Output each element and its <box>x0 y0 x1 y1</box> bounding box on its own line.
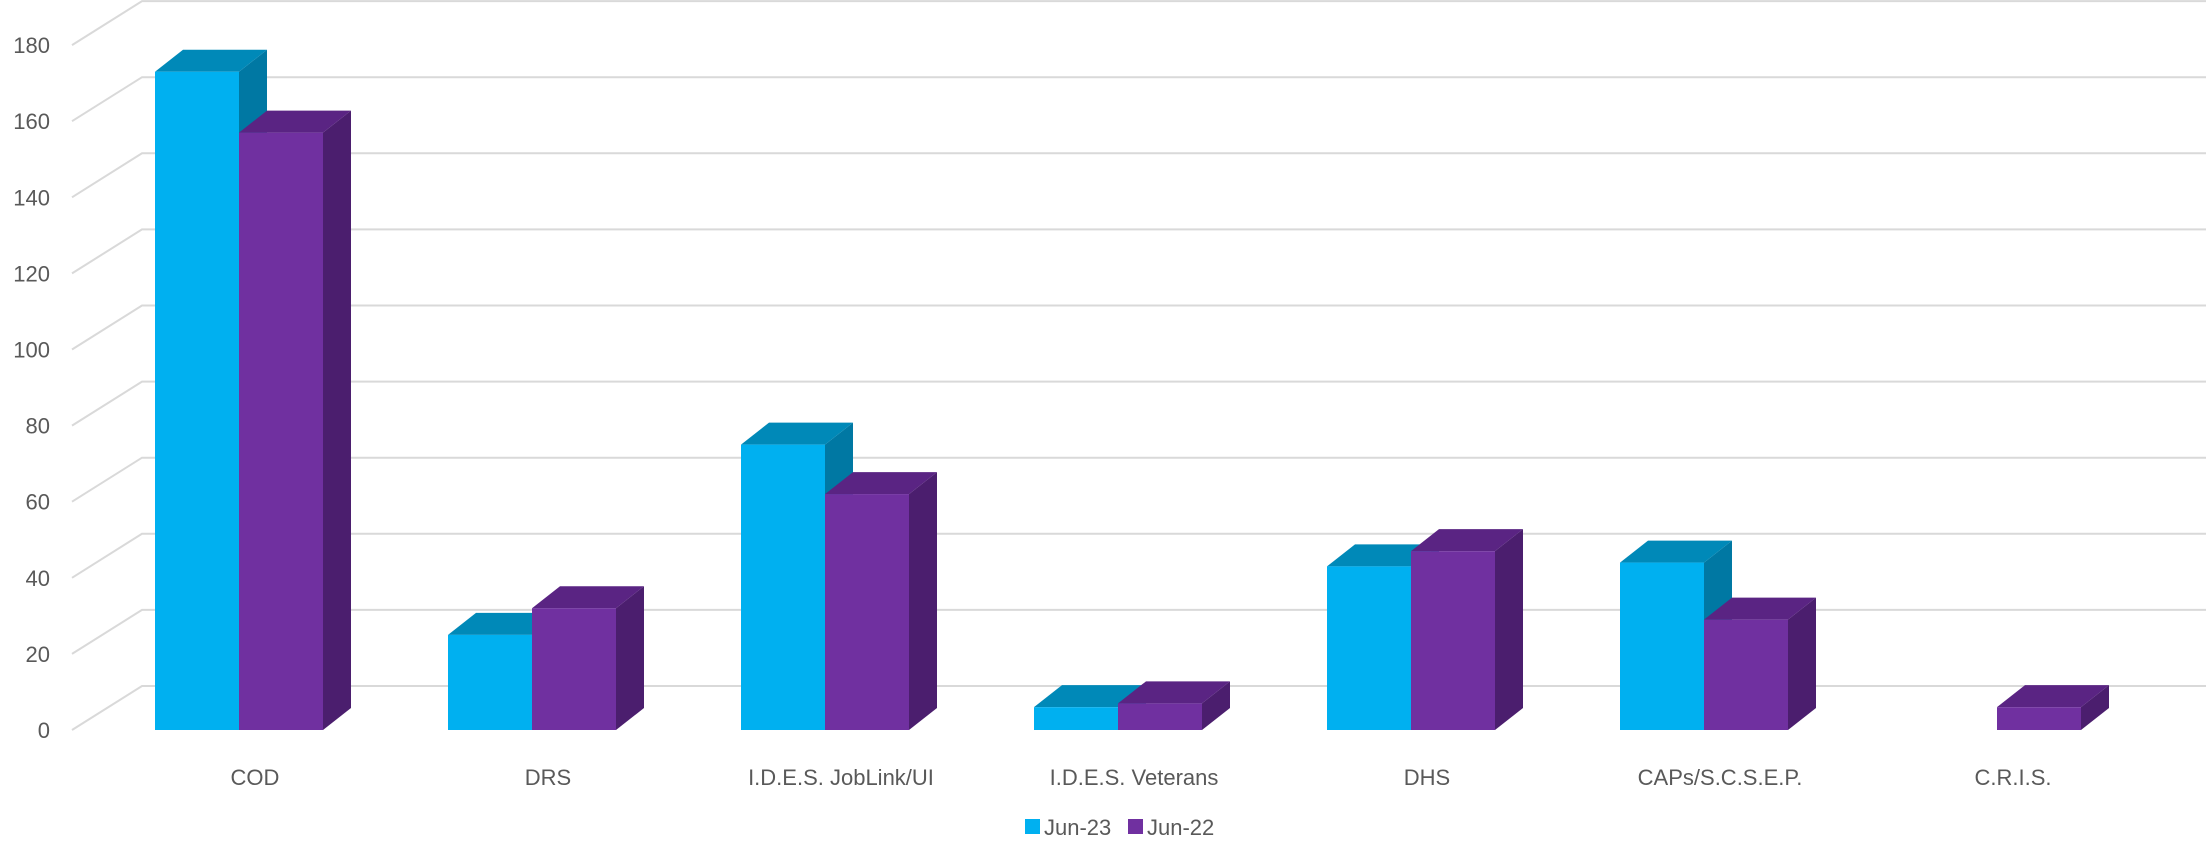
y-tick-label: 180 <box>13 33 50 58</box>
bar <box>825 472 937 730</box>
gridline <box>71 608 2206 655</box>
gridline <box>71 0 2206 46</box>
gridline <box>71 532 2206 579</box>
legend-swatch <box>1025 819 1040 834</box>
legend-swatch <box>1128 819 1143 834</box>
x-category-label: I.D.E.S. Veterans <box>1050 765 1219 790</box>
bar <box>1118 681 1230 730</box>
legend-label: Jun-22 <box>1147 815 1214 840</box>
x-category-label: CAPs/S.C.S.E.P. <box>1638 765 1803 790</box>
gridline <box>71 304 2206 351</box>
gridline <box>71 76 2206 123</box>
bar <box>1411 529 1523 730</box>
y-tick-label: 120 <box>13 261 50 286</box>
legend-item: Jun-22 <box>1128 815 1214 840</box>
gridline <box>71 456 2206 503</box>
bars <box>155 49 2109 731</box>
gridline <box>71 380 2206 427</box>
x-category-label: I.D.E.S. JobLink/UI <box>748 765 934 790</box>
legend-label: Jun-23 <box>1044 815 1111 840</box>
x-category-label: DRS <box>525 765 571 790</box>
y-tick-label: 80 <box>26 414 50 439</box>
y-tick-label: 60 <box>26 490 50 515</box>
gridlines <box>71 0 2206 731</box>
x-axis-categories: COD DRS I.D.E.S. JobLink/UI I.D.E.S. Vetera… <box>231 765 2052 790</box>
y-axis-ticks: 0 20 40 60 80 100 120 140 160 180 <box>13 33 50 743</box>
y-tick-label: 40 <box>26 566 50 591</box>
bar <box>1034 685 1146 730</box>
legend-item: Jun-23 <box>1025 815 1111 840</box>
x-category-label: DHS <box>1404 765 1450 790</box>
bar <box>1704 597 1816 730</box>
x-category-label: COD <box>231 765 280 790</box>
bar <box>1997 685 2109 730</box>
y-tick-label: 0 <box>38 718 50 743</box>
legend: Jun-23 Jun-22 <box>1025 815 1214 840</box>
y-tick-label: 20 <box>26 642 50 667</box>
y-tick-label: 140 <box>13 185 50 210</box>
y-tick-label: 100 <box>13 338 50 363</box>
gridline <box>71 685 2206 731</box>
gridline <box>71 152 2206 199</box>
bar <box>239 110 351 731</box>
gridline <box>71 228 2206 275</box>
bar <box>532 586 644 730</box>
x-category-label: C.R.I.S. <box>1974 765 2051 790</box>
y-tick-label: 160 <box>13 109 50 134</box>
